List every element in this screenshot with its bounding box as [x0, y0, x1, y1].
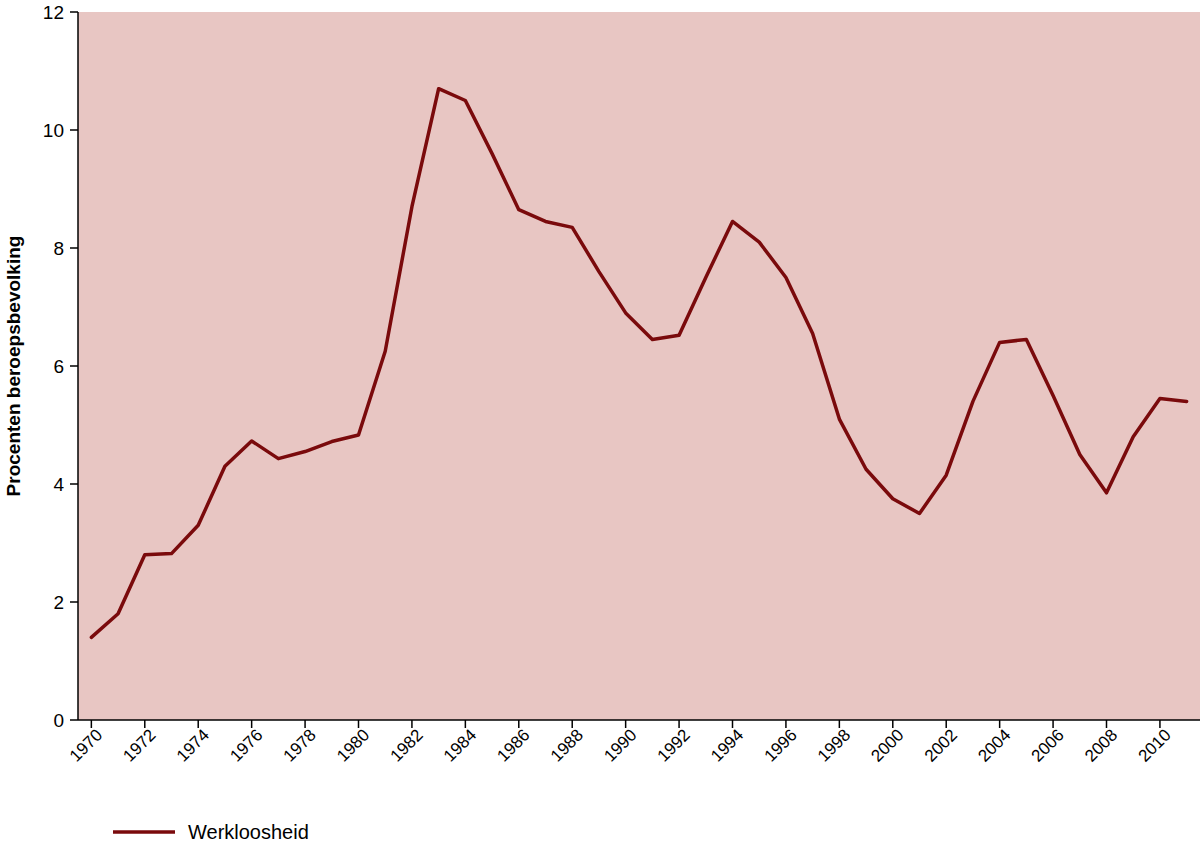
x-tick-label: 1982 — [387, 725, 427, 765]
x-tick-label: 1974 — [173, 725, 213, 765]
y-tick — [70, 247, 78, 249]
y-tick — [70, 719, 78, 721]
x-tick-label: 1992 — [654, 725, 694, 765]
x-tick-label: 1994 — [707, 725, 747, 765]
x-tick-label: 2004 — [974, 725, 1014, 765]
y-tick-label: 12 — [43, 2, 64, 23]
x-tick-label: 1978 — [280, 725, 320, 765]
y-tick — [70, 601, 78, 603]
y-tick-label: 0 — [53, 710, 64, 731]
y-tick-label: 2 — [53, 592, 64, 613]
x-tick-label: 1976 — [226, 725, 266, 765]
x-tick-label: 1996 — [761, 725, 801, 765]
series-line — [91, 89, 1186, 638]
x-tick-label: 2002 — [921, 725, 961, 765]
x-tick-label: 1990 — [600, 725, 640, 765]
series-group — [91, 89, 1186, 638]
y-tick-label: 10 — [43, 120, 64, 141]
chart: 0 2 4 6 8 10 12 1970 1972 1974 1976 1978 1980 1982 198… — [0, 0, 1203, 849]
y-tick-label: 6 — [53, 356, 64, 377]
legend-label: Werkloosheid — [188, 821, 309, 843]
x-tick-label: 1988 — [547, 725, 587, 765]
x-tick-label: 1980 — [333, 725, 373, 765]
x-tick-label: 2006 — [1028, 725, 1068, 765]
y-tick — [70, 129, 78, 131]
x-tick-label: 1970 — [66, 725, 106, 765]
x-tick-label: 2008 — [1081, 725, 1121, 765]
y-tick — [70, 365, 78, 367]
x-tick-label: 2010 — [1135, 725, 1175, 765]
x-tick-label: 1998 — [814, 725, 854, 765]
y-tick-label: 8 — [53, 238, 64, 259]
x-axis — [78, 719, 1200, 721]
y-axis-label: Procenten beroepsbevolking — [3, 236, 24, 497]
x-tick-label: 1986 — [493, 725, 533, 765]
x-tick-label: 1984 — [440, 725, 480, 765]
plot-background — [78, 12, 1200, 720]
y-tick-label: 4 — [53, 474, 64, 495]
y-tick — [70, 483, 78, 485]
x-tick-label: 2000 — [867, 725, 907, 765]
x-tick-label: 1972 — [119, 725, 159, 765]
legend-swatch — [113, 830, 175, 834]
y-tick — [70, 11, 78, 13]
